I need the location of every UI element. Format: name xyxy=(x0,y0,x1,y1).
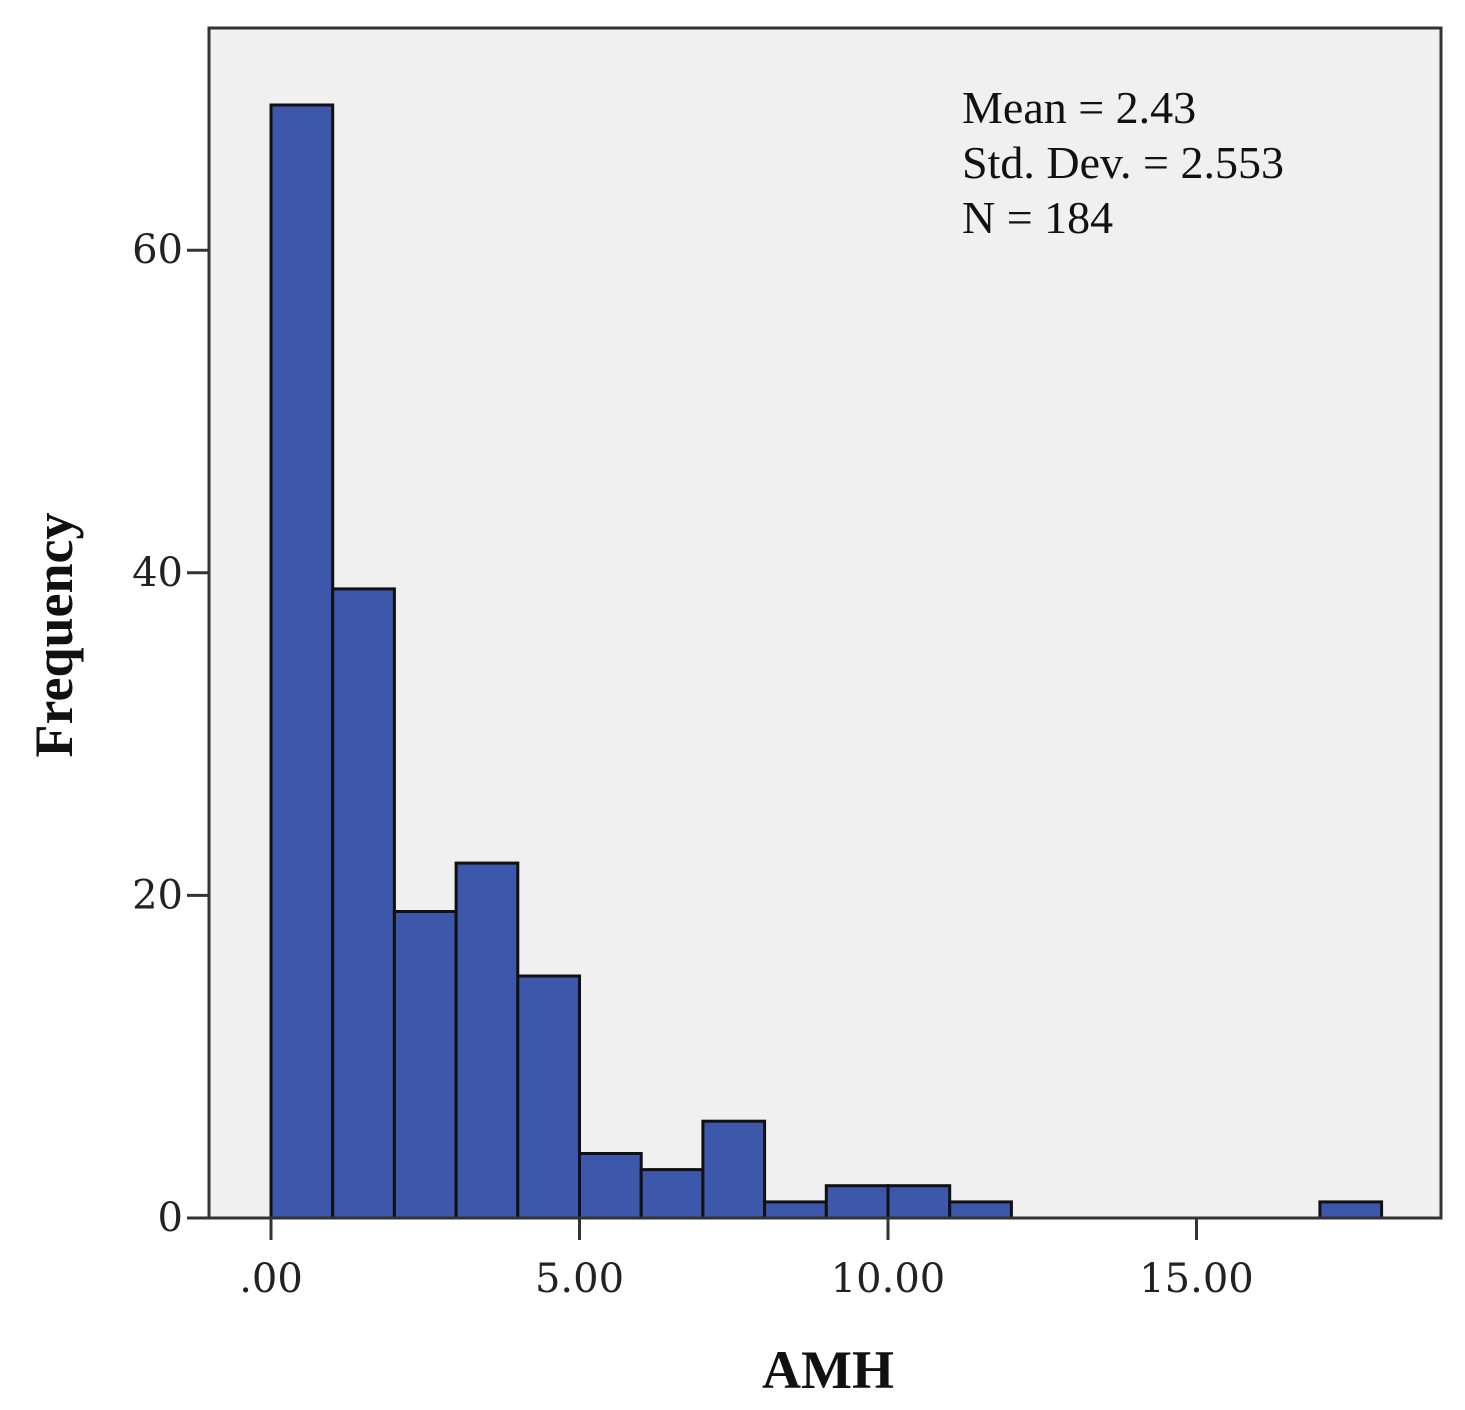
y-tick-label: 60 xyxy=(132,227,183,273)
x-axis: .00 5.00 10.00 15.00 xyxy=(239,1218,1254,1302)
y-tick-label: 40 xyxy=(132,550,183,596)
y-axis-title: Frequency xyxy=(24,513,84,758)
y-tick-label: 0 xyxy=(158,1195,183,1241)
histogram-bar xyxy=(269,103,335,1220)
histogram-bar xyxy=(1318,1200,1384,1220)
histogram-bar xyxy=(392,910,458,1220)
histogram-bar xyxy=(948,1200,1013,1220)
stats-std-dev: Std. Dev. = 2.553 xyxy=(962,137,1284,188)
bars-group xyxy=(269,103,1384,1220)
x-tick-label: 10.00 xyxy=(831,1256,946,1302)
stats-mean: Mean = 2.43 xyxy=(962,82,1196,133)
histogram-bar xyxy=(454,861,520,1220)
x-tick-label: 15.00 xyxy=(1139,1256,1254,1302)
histogram-bar xyxy=(639,1168,705,1220)
histogram-bar xyxy=(578,1152,643,1220)
plot-frame xyxy=(207,26,1443,1220)
histogram-bar xyxy=(824,1184,890,1220)
histogram-bar xyxy=(886,1184,952,1220)
stats-n: N = 184 xyxy=(962,192,1113,243)
x-axis-title: AMH xyxy=(762,1340,894,1400)
histogram-bar xyxy=(516,974,581,1220)
x-tick-label: .00 xyxy=(239,1256,303,1302)
y-tick-label: 20 xyxy=(132,872,183,918)
x-tick-label: 5.00 xyxy=(535,1256,624,1302)
histogram-bar xyxy=(701,1119,767,1220)
histogram-bar xyxy=(331,587,396,1220)
y-axis: 0 20 40 60 xyxy=(132,227,209,1241)
histogram-bar xyxy=(763,1200,828,1220)
